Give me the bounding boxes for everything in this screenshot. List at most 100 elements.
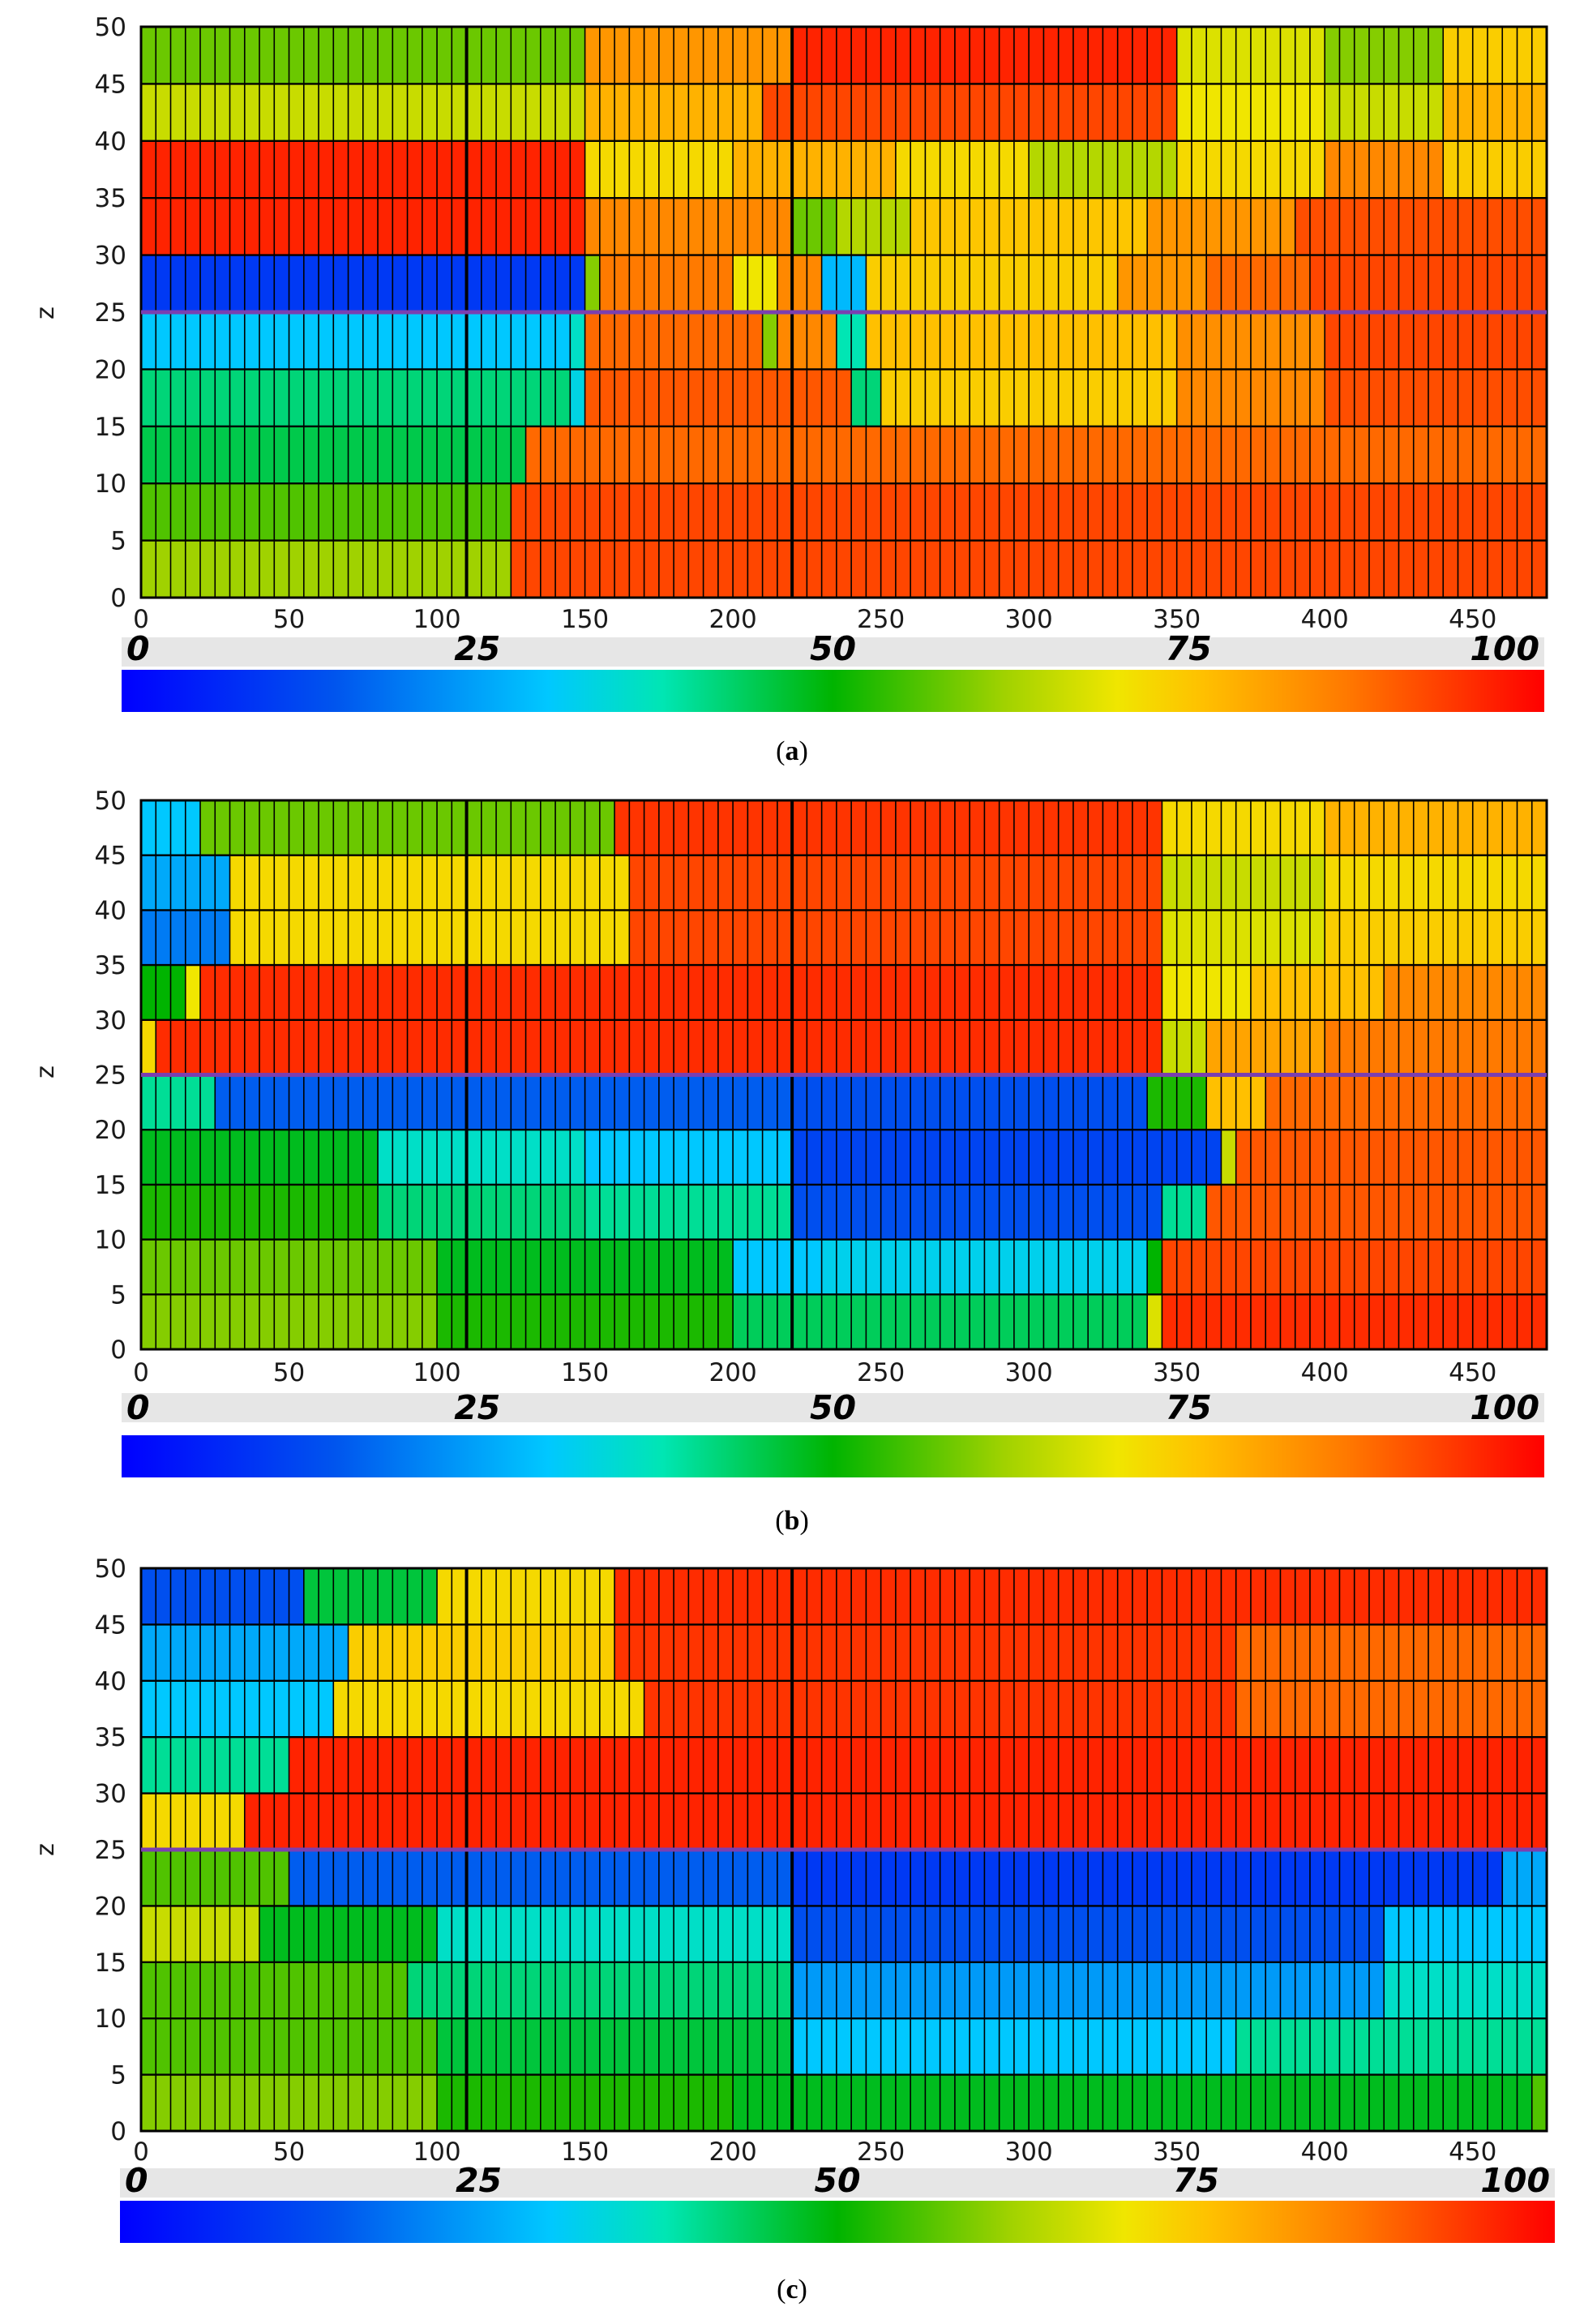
colorbar <box>122 670 1544 712</box>
heatmap-cell <box>1443 140 1547 199</box>
heatmap-cell <box>141 1074 216 1130</box>
heatmap-cell <box>1162 1019 1207 1075</box>
heatmap-cell <box>792 1184 1162 1240</box>
y-axis-label: z <box>32 307 60 319</box>
heatmap-cell <box>895 140 1030 199</box>
x-tick-label: 350 <box>1153 2137 1201 2167</box>
heatmap-cell <box>289 1737 1547 1794</box>
heatmap-cell <box>1325 369 1547 427</box>
heatmap-cell <box>1325 312 1547 370</box>
heatmap-cell <box>1250 965 1385 1020</box>
y-tick-label: 35 <box>95 951 126 980</box>
heatmap-cell <box>1531 2074 1547 2131</box>
heatmap-cell <box>1443 84 1547 141</box>
heatmap-cell <box>229 910 630 966</box>
heatmap-cell <box>1325 910 1547 966</box>
heatmap-cell <box>1147 1239 1162 1295</box>
y-tick-label: 15 <box>95 413 126 442</box>
y-tick-label: 30 <box>95 242 126 271</box>
y-tick-label: 45 <box>95 70 126 99</box>
colorbar-label: 50 <box>810 629 856 668</box>
x-tick-label: 100 <box>413 2137 460 2167</box>
x-tick-label: 300 <box>1005 1358 1053 1387</box>
heatmap-cell <box>1325 800 1547 855</box>
heatmap-cell <box>1384 1962 1547 2019</box>
colorbar-label: 50 <box>810 1388 856 1427</box>
heatmap-cell <box>1235 2018 1547 2075</box>
colorbar-label: 100 <box>1470 629 1539 668</box>
heatmap-cell <box>1295 198 1547 255</box>
heatmap-cell <box>1265 1074 1547 1130</box>
x-tick-labels: 0 50 100 150 200 250 300 350 400 450 <box>133 1358 1496 1387</box>
heatmap-cell <box>733 140 896 199</box>
x-tick-label: 250 <box>857 605 905 634</box>
heatmap-cell <box>1206 255 1310 312</box>
colorbar-label: 25 <box>454 629 500 668</box>
heatmap-cell <box>792 198 837 255</box>
y-axis-label: z <box>32 1843 60 1856</box>
heatmap-cell <box>1206 1184 1547 1240</box>
colorbar-bg <box>122 1393 1544 1422</box>
heatmap-cell <box>836 198 911 255</box>
x-tick-label: 150 <box>561 605 609 634</box>
x-tick-label: 200 <box>709 2137 757 2167</box>
colorbar-label: 25 <box>456 2161 502 2200</box>
heatmap-cell <box>141 540 512 598</box>
colorbar-label: 0 <box>125 2161 148 2200</box>
heatmap-cell <box>215 1074 793 1130</box>
colorbar-labels: 0 25 50 75 100 <box>125 2161 1550 2200</box>
y-tick-label: 45 <box>95 1610 126 1640</box>
heatmap-grid <box>140 799 1548 1351</box>
heatmap-cell <box>599 255 734 312</box>
heatmap-cell <box>333 1680 644 1738</box>
x-tick-label: 100 <box>413 605 460 634</box>
y-tick-labels: 0 5 10 15 20 25 30 35 40 45 50 <box>95 787 126 1365</box>
colorbar-label: 0 <box>126 1388 150 1427</box>
colorbar <box>120 2201 1555 2243</box>
y-tick-label: 40 <box>95 1667 126 1696</box>
heatmap-cell <box>762 312 777 370</box>
heatmap-cell <box>1384 965 1547 1020</box>
heatmap-cell <box>866 312 1177 370</box>
y-tick-labels: 0 5 10 15 20 25 30 35 40 45 50 <box>95 1554 126 2146</box>
y-tick-label: 25 <box>95 1836 126 1865</box>
colorbar-label: 75 <box>1173 2161 1219 2200</box>
heatmap-cell <box>792 1130 1222 1185</box>
y-tick-label: 20 <box>95 355 126 384</box>
heatmap-cell <box>303 1568 438 1625</box>
heatmap-cell <box>141 965 186 1020</box>
x-tick-label: 150 <box>561 1358 609 1387</box>
panel-caption: (b) <box>775 1506 809 1536</box>
y-tick-label: 10 <box>95 2005 126 2034</box>
x-tick-label: 450 <box>1449 1358 1496 1387</box>
heatmap-cell <box>1162 855 1325 911</box>
y-tick-label: 5 <box>110 1280 126 1310</box>
heatmap-cell <box>525 426 1547 484</box>
heatmap-cell <box>200 965 1162 1020</box>
heatmap-cell <box>1325 1019 1547 1075</box>
x-tick-label: 50 <box>273 2137 305 2167</box>
y-tick-label: 5 <box>110 527 126 556</box>
x-tick-label: 400 <box>1301 1358 1349 1387</box>
x-tick-labels: 0 50 100 150 200 250 300 350 400 450 <box>133 605 1496 634</box>
heatmap-cell <box>1325 855 1547 911</box>
heatmap-cell <box>1235 1130 1547 1185</box>
heatmap-cell <box>570 312 585 370</box>
y-tick-label: 35 <box>95 184 126 213</box>
colorbar <box>122 1435 1544 1477</box>
heatmap-cell <box>733 255 777 312</box>
y-tick-label: 15 <box>95 1949 126 1978</box>
x-tick-label: 0 <box>133 605 149 634</box>
x-tick-label: 450 <box>1449 2137 1496 2167</box>
y-tick-label: 35 <box>95 1723 126 1752</box>
y-tick-label: 5 <box>110 2061 126 2090</box>
x-tick-labels: 0 50 100 150 200 250 300 350 400 450 <box>133 2137 1496 2167</box>
heatmap-cell <box>141 1568 304 1625</box>
heatmap-cell <box>141 1680 334 1738</box>
heatmap-cell <box>1162 800 1325 855</box>
y-tick-label: 0 <box>110 2117 126 2146</box>
colorbar-label: 75 <box>1166 629 1212 668</box>
heatmap-cell <box>1384 1906 1547 1962</box>
